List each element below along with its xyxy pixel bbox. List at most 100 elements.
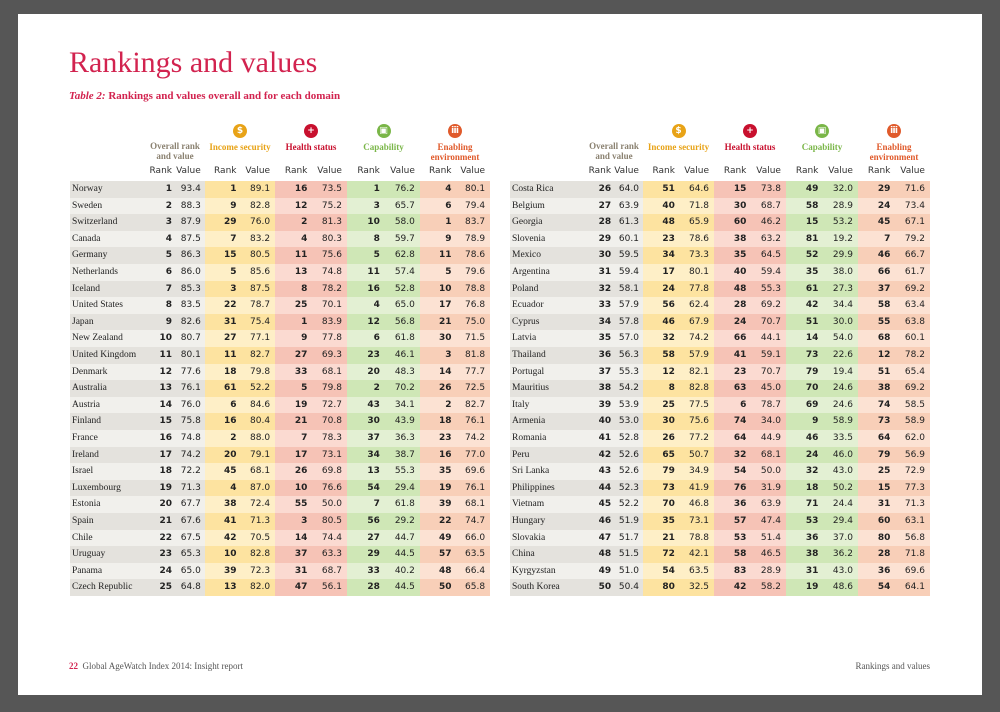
cell-bg bbox=[420, 496, 490, 513]
cell-bg bbox=[585, 446, 643, 464]
cell-bg bbox=[714, 380, 786, 397]
rank: 6 bbox=[230, 399, 237, 410]
cell-bg bbox=[714, 330, 786, 347]
value: 79.8 bbox=[321, 383, 342, 394]
rank: 31 bbox=[223, 316, 237, 327]
row-bg bbox=[510, 396, 585, 414]
value: 56.1 bbox=[321, 582, 342, 593]
cell-bg bbox=[714, 579, 786, 596]
cell-bg bbox=[275, 430, 347, 447]
cell-bg bbox=[714, 197, 786, 215]
rank: 30 bbox=[598, 250, 612, 261]
rank: 29 bbox=[367, 549, 380, 560]
row-bg bbox=[70, 513, 145, 530]
domain-icon: ⅲ bbox=[887, 124, 901, 138]
rank: 10 bbox=[438, 283, 452, 294]
cell-bg bbox=[585, 247, 643, 264]
rank: 80 bbox=[877, 532, 891, 543]
cell-bg bbox=[205, 430, 275, 447]
value: 62.0 bbox=[904, 433, 925, 443]
cell-bg bbox=[420, 280, 490, 298]
value: 51.9 bbox=[618, 516, 639, 526]
value: 53.2 bbox=[832, 217, 853, 228]
cell-bg bbox=[347, 347, 420, 364]
value: 58.1 bbox=[618, 283, 639, 294]
cell-bg bbox=[205, 546, 275, 563]
cell-bg bbox=[643, 546, 714, 563]
cell-bg bbox=[858, 347, 930, 364]
value: 65.4 bbox=[904, 366, 925, 377]
value: 64.5 bbox=[760, 250, 781, 261]
value: 68.7 bbox=[760, 200, 781, 211]
row-bg bbox=[70, 579, 145, 596]
value: 82.7 bbox=[465, 399, 486, 410]
rank: 15 bbox=[159, 416, 172, 427]
value: 56.8 bbox=[904, 532, 925, 543]
cell-bg bbox=[420, 579, 490, 596]
cell-bg bbox=[420, 347, 490, 364]
value: 78.8 bbox=[465, 283, 486, 294]
value: 37.0 bbox=[832, 532, 853, 543]
row-bg bbox=[70, 413, 145, 430]
value: 22.6 bbox=[832, 350, 853, 360]
cell-bg bbox=[347, 197, 420, 215]
rank: 14 bbox=[805, 333, 819, 344]
cell-bg bbox=[585, 280, 643, 298]
row-bg bbox=[70, 330, 145, 347]
rank: 10 bbox=[159, 333, 172, 344]
rank: 28 bbox=[598, 217, 612, 228]
value: 32.5 bbox=[688, 582, 710, 593]
country: Argentina bbox=[512, 267, 550, 277]
country: Sri Lanka bbox=[512, 466, 550, 477]
cell-bg bbox=[585, 181, 643, 198]
value: 29.2 bbox=[394, 516, 415, 526]
country: Finland bbox=[72, 416, 102, 427]
rank: 35 bbox=[805, 267, 819, 277]
sub-header: Value bbox=[756, 166, 781, 176]
cell-bg bbox=[786, 546, 858, 563]
cell-bg bbox=[275, 347, 347, 364]
rank: 24 bbox=[733, 316, 747, 327]
rank: 25 bbox=[159, 582, 172, 593]
value: 83.5 bbox=[180, 300, 201, 311]
value: 69.3 bbox=[321, 350, 342, 360]
rank: 18 bbox=[223, 366, 237, 377]
value: 69.6 bbox=[465, 466, 486, 477]
cell-bg bbox=[786, 264, 858, 281]
rank: 14 bbox=[159, 399, 172, 410]
cell-bg bbox=[643, 264, 714, 281]
value: 83.9 bbox=[321, 316, 342, 327]
rank: 19 bbox=[805, 582, 819, 593]
value: 44.9 bbox=[760, 433, 781, 443]
value: 76.1 bbox=[465, 482, 486, 493]
cell-bg bbox=[858, 562, 930, 580]
value: 38.7 bbox=[394, 449, 415, 460]
value: 68.7 bbox=[321, 565, 342, 576]
rank: 30 bbox=[438, 333, 452, 344]
cell-bg bbox=[205, 280, 275, 298]
cell-bg bbox=[786, 529, 858, 547]
value: 79.4 bbox=[465, 200, 486, 211]
rank: 38 bbox=[598, 383, 612, 394]
cell-bg bbox=[275, 264, 347, 281]
cell-bg bbox=[786, 413, 858, 430]
value: 63.1 bbox=[904, 516, 925, 526]
country: Israel bbox=[72, 466, 94, 477]
value: 34.4 bbox=[832, 300, 853, 311]
row-bg bbox=[70, 247, 145, 264]
value: 85.3 bbox=[180, 283, 201, 294]
cell-bg bbox=[145, 446, 205, 464]
country: Mexico bbox=[512, 250, 542, 261]
value: 81.3 bbox=[321, 217, 342, 228]
cell-bg bbox=[714, 214, 786, 231]
rank: 34 bbox=[367, 449, 380, 460]
rank: 20 bbox=[223, 449, 237, 460]
rank: 17 bbox=[294, 449, 308, 460]
rank: 5 bbox=[445, 267, 452, 277]
cell-bg bbox=[786, 446, 858, 464]
rank: 46 bbox=[662, 316, 675, 327]
value: 61.7 bbox=[904, 267, 925, 277]
country: Ireland bbox=[72, 449, 99, 460]
row-bg bbox=[70, 446, 145, 464]
rank: 19 bbox=[438, 482, 452, 493]
